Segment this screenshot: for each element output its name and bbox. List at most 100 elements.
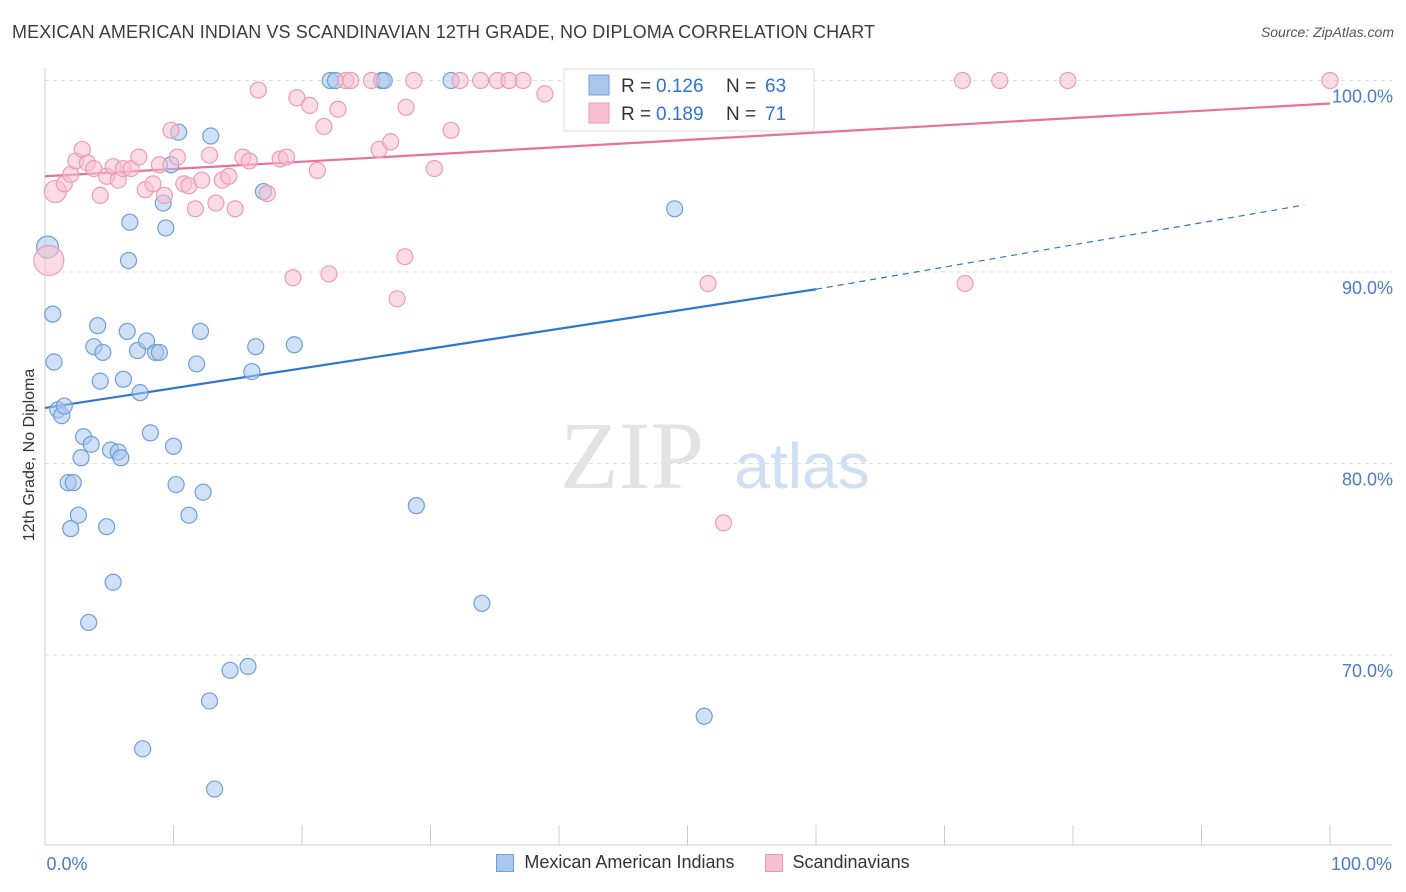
data-point-blue <box>112 449 130 467</box>
data-point-pink <box>150 156 168 174</box>
data-point-blue <box>221 661 239 679</box>
trend-line-pink <box>44 102 1331 178</box>
data-point-pink <box>329 100 347 118</box>
data-point-blue <box>200 692 219 710</box>
y-tick-label: 70.0% <box>1342 661 1393 681</box>
legend-swatch-pink <box>764 853 783 872</box>
stats-r-label: R = <box>621 104 651 125</box>
data-point-blue <box>104 573 122 591</box>
stats-r-value: 0.126 <box>656 76 704 97</box>
data-point-pink <box>144 175 162 193</box>
grid-lines <box>45 80 1392 656</box>
data-point-pink <box>1059 71 1077 90</box>
data-point-blue <box>150 343 168 362</box>
data-point-pink <box>155 186 174 204</box>
x-tick-label: 100.0% <box>1331 854 1392 874</box>
data-point-blue <box>121 213 139 231</box>
data-point-blue <box>188 355 206 373</box>
data-point-blue <box>72 449 90 467</box>
data-point-blue <box>137 332 156 350</box>
tick-labels: 70.0% 80.0% 90.0% 100.0% 0.0% 100.0% <box>46 87 1393 875</box>
data-point-pink <box>85 159 103 178</box>
data-point-pink <box>277 148 296 166</box>
stats-n-value: 63 <box>765 76 786 97</box>
data-point-blue <box>285 336 303 354</box>
data-point-pink <box>991 71 1009 90</box>
data-point-blue <box>243 362 261 381</box>
watermark-zip: ZIP <box>560 402 704 509</box>
stats-legend-swatch-blue <box>588 74 610 96</box>
data-point-pink <box>536 85 554 103</box>
x-tick-label: 0.0% <box>46 854 87 874</box>
data-point-blue <box>206 780 224 798</box>
data-point-blue <box>89 317 107 335</box>
stats-r-label: R = <box>621 76 651 97</box>
data-point-pink <box>362 71 380 90</box>
data-point-pink <box>200 146 219 164</box>
stats-r-value: 0.189 <box>656 104 704 125</box>
data-point-pink <box>514 71 532 90</box>
data-point-pink <box>258 184 276 203</box>
data-point-blue <box>157 219 175 237</box>
source-note: Source: ZipAtlas.com <box>1260 24 1394 40</box>
data-point-blue <box>69 506 88 524</box>
data-point-pink <box>284 269 302 287</box>
legend-label: Mexican American Indians <box>524 852 735 872</box>
data-point-blue <box>239 657 257 676</box>
data-point-blue <box>94 343 112 362</box>
data-point-blue <box>202 127 220 145</box>
data-points <box>33 71 1339 798</box>
data-point-pink <box>308 161 327 180</box>
data-point-pink <box>382 133 400 151</box>
data-point-pink <box>33 244 65 277</box>
data-point-blue <box>98 518 116 536</box>
data-point-pink <box>396 248 414 266</box>
series-legend: Mexican American Indians Scandinavians <box>0 852 1406 873</box>
legend-item-mexican-american-indians: Mexican American Indians <box>496 852 735 873</box>
data-point-pink <box>168 148 186 166</box>
stats-legend: R = 0.126 N = 63 R = 0.189 N = 71 <box>563 68 815 132</box>
stats-n-label: N = <box>726 76 756 97</box>
y-tick-label: 100.0% <box>1332 87 1393 107</box>
y-tick-label: 80.0% <box>1342 470 1393 490</box>
data-point-pink <box>162 121 180 139</box>
data-point-blue <box>80 613 98 632</box>
chart-title: MEXICAN AMERICAN INDIAN VS SCANDINAVIAN … <box>12 22 876 42</box>
data-point-blue <box>191 322 210 340</box>
data-point-pink <box>342 71 360 90</box>
data-point-blue <box>114 370 132 388</box>
data-point-pink <box>226 200 244 218</box>
data-point-blue <box>119 251 138 270</box>
data-point-blue <box>473 594 491 612</box>
data-point-blue <box>164 437 183 455</box>
data-point-pink <box>249 81 267 99</box>
y-tick-label: 90.0% <box>1342 278 1393 298</box>
data-point-pink <box>207 194 225 212</box>
data-point-blue <box>666 200 684 218</box>
data-point-pink <box>699 274 717 293</box>
data-point-blue <box>407 497 425 515</box>
data-point-pink <box>130 148 148 166</box>
data-point-pink <box>442 121 460 139</box>
data-point-pink <box>956 274 974 293</box>
legend-item-scandinavians: Scandinavians <box>764 852 910 873</box>
data-point-blue <box>194 483 212 501</box>
data-point-pink <box>186 200 204 218</box>
data-point-blue <box>695 707 713 725</box>
data-point-pink <box>288 89 306 107</box>
axes <box>44 68 1392 846</box>
data-point-pink <box>315 117 333 136</box>
data-point-pink <box>714 514 733 532</box>
watermark: ZIP atlas <box>560 402 870 509</box>
data-point-blue <box>44 305 62 323</box>
data-point-pink <box>193 171 211 189</box>
stats-legend-swatch-pink <box>588 102 610 124</box>
data-point-pink <box>425 159 443 178</box>
data-point-pink <box>397 98 415 116</box>
data-point-pink <box>301 96 319 114</box>
y-axis-label: 12th Grade, No Diploma <box>21 368 38 542</box>
stats-n-label: N = <box>726 104 756 125</box>
legend-label: Scandinavians <box>792 852 910 872</box>
data-point-blue <box>64 474 82 492</box>
